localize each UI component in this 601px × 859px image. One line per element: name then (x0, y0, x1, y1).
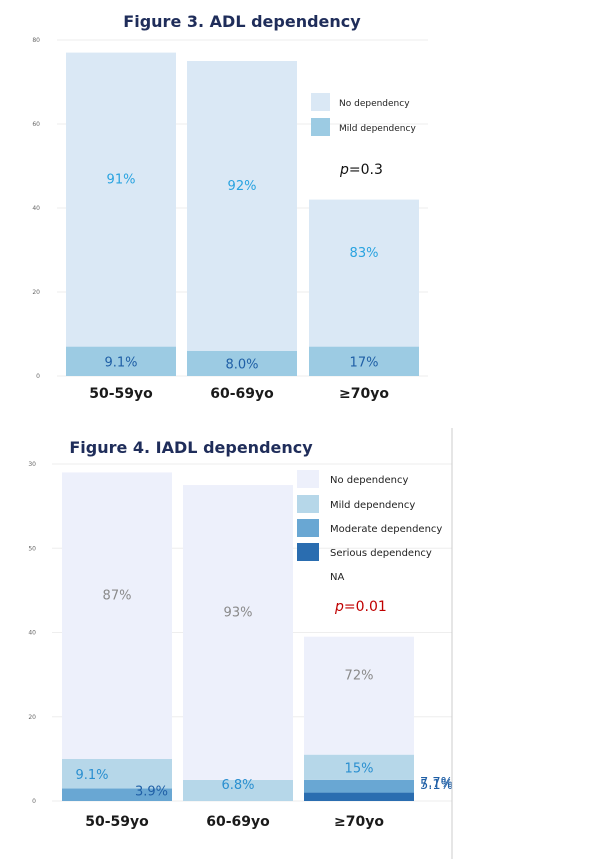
chart1-y-tick-label: 80 (32, 37, 40, 44)
chart2-y-tick-label: 40 (28, 630, 36, 637)
chart2-legend-label: Moderate dependency (330, 524, 442, 535)
chart2-category-label: 60-69yo (206, 814, 270, 830)
chart1-category-label: 50-59yo (89, 386, 153, 402)
chart1-p-value-number: =0.3 (349, 162, 383, 178)
chart2-bar-no-dependency (62, 472, 172, 759)
chart2-title: Figure 4. IADL dependency (69, 438, 313, 457)
chart2-bar-moderate-dependency (304, 779, 414, 793)
chart2-p-value-number: =0.01 (344, 599, 387, 615)
chart2-data-label: 3.9% (135, 784, 168, 799)
chart2-y-tick-label: 30 (28, 461, 36, 468)
chart1-legend-swatch (311, 118, 330, 136)
chart2-data-label: 7.7% (420, 776, 453, 791)
chart2-bar-mild-dependency (183, 779, 293, 801)
chart1-bar-mild-dependency (187, 350, 297, 376)
chart2-data-label: 72% (345, 669, 374, 684)
chart1-y-tick-label: 0 (36, 373, 40, 380)
chart2-data-label: 15% (345, 761, 374, 776)
chart2-p-symbol: p (334, 599, 344, 615)
chart2-data-label: 93% (224, 606, 253, 621)
chart1-data-label: 92% (228, 179, 257, 194)
chart2-bar-mild-dependency (304, 754, 414, 780)
chart1-y-tick-label: 60 (32, 121, 40, 128)
chart1-data-label: 17% (350, 355, 379, 370)
chart2-data-label: 9.1% (75, 768, 108, 783)
chart2-bar-no-dependency (183, 485, 293, 780)
chart1-bar-no-dependency (187, 61, 297, 351)
chart1-legend-label: Mild dependency (339, 124, 416, 134)
chart2-legend-label: NA (330, 572, 344, 583)
chart2-legend-swatch (297, 470, 319, 488)
chart1-bar-no-dependency (309, 199, 419, 347)
chart1-legend-swatch (311, 93, 330, 111)
chart1-legend-label: No dependency (339, 99, 410, 109)
chart1-y-tick-label: 40 (32, 205, 40, 212)
chart2-y-tick-label: 50 (28, 545, 36, 552)
chart1-p-symbol: p (339, 162, 349, 178)
chart2-bar-no-dependency (304, 636, 414, 755)
chart1-category-label: ≥70yo (339, 386, 389, 402)
chart1-data-label: 9.1% (104, 355, 137, 370)
chart2-bar-serious-dependency (304, 792, 414, 801)
chart2-legend-swatch (297, 519, 319, 537)
chart2-legend-swatch (297, 495, 319, 513)
chart2-y-tick-label: 20 (28, 714, 36, 721)
chart2-legend-label: Serious dependency (330, 548, 432, 559)
chart2-data-label: 6.8% (221, 778, 254, 793)
chart1-data-label: 8.0% (225, 357, 258, 372)
chart1-data-label: 83% (350, 246, 379, 261)
chart1-bar-mild-dependency (66, 346, 176, 376)
chart1-bar-mild-dependency (309, 346, 419, 376)
chart1-p-value: p=0.3 (339, 162, 383, 178)
chart2-data-label: 87% (103, 589, 132, 604)
chart1-title: Figure 3. ADL dependency (123, 12, 361, 31)
chart2-category-label: ≥70yo (334, 814, 384, 830)
chart1-y-tick-label: 20 (32, 289, 40, 296)
chart1-data-label: 91% (107, 173, 136, 188)
chart2-data-label: 5.1% (420, 778, 453, 793)
chart2-legend-label: No dependency (330, 475, 408, 486)
chart2-p-value: p=0.01 (334, 599, 387, 615)
chart2-bar-mild-dependency (62, 758, 172, 789)
chart2-legend-label: Mild dependency (330, 500, 415, 511)
chart2-legend-swatch (297, 543, 319, 561)
chart1-bar-no-dependency (66, 52, 176, 347)
chart2-category-label: 50-59yo (85, 814, 149, 830)
chart1-category-label: 60-69yo (210, 386, 274, 402)
chart2-y-tick-label: 0 (32, 798, 36, 805)
chart2-bar-moderate-dependency (62, 788, 172, 801)
